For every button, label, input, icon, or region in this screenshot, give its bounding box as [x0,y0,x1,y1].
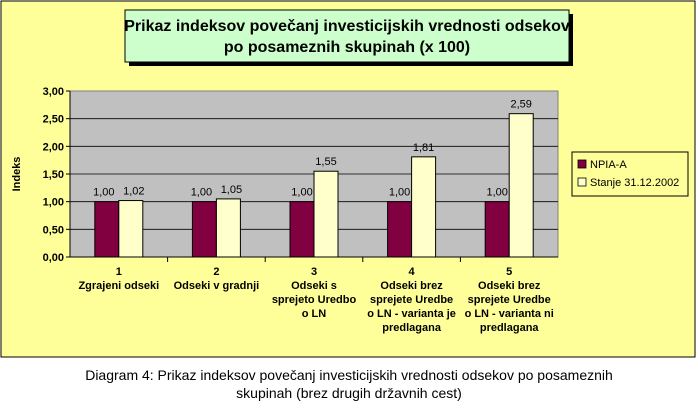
bar-stanje-1 [118,200,144,258]
legend-swatch-npia [577,159,587,169]
bar-stanje-5 [508,113,534,258]
data-label: 1,00 [93,187,114,199]
legend-box [571,151,689,197]
category-label: Zgrajeni odseki [78,280,159,292]
chart: Prikaz indeksov povečanj investicijskih … [0,0,696,358]
caption-line-1: Diagram 4: Prikaz indeksov povečanj inve… [85,367,613,383]
data-label: 1,00 [486,187,507,199]
title-box [124,9,570,63]
category-label: Odseki brez [478,280,541,292]
category-label: Odseki brez [380,280,443,292]
y-tick-label: 2,50 [43,114,64,126]
bar-npia-2 [191,201,217,258]
bar-npia-3 [289,201,315,258]
data-label: 1,00 [191,187,212,199]
category-label: 5 [506,266,512,278]
category-label: 1 [116,266,122,278]
data-label: 1,81 [413,142,434,154]
bar-npia-4 [387,201,413,258]
category-label: predlagana [382,322,442,334]
data-label: 1,02 [123,186,144,198]
category-label: Odseki s [291,280,337,292]
bar-stanje-3 [313,170,339,258]
category-label: sprejete Uredbe [370,294,453,306]
legend-swatch-stanje [577,177,587,187]
legend-label-stanje: Stanje 31.12.2002 [590,177,679,189]
y-tick-label: 0,50 [43,224,64,236]
data-label: 1,05 [221,184,242,196]
y-tick-label: 2,00 [43,141,64,153]
category-label: Odseki v gradnji [174,280,260,292]
chart-title-line-1: Prikaz indeksov povečanj investicijskih … [124,18,570,35]
category-label: sprejeto Uredbo [272,294,357,306]
legend-label-npia: NPIA-A [590,159,627,171]
y-tick-label: 3,00 [43,86,64,98]
data-label: 1,00 [291,187,312,199]
bar-npia-5 [484,201,510,258]
category-label: o LN - varianta ni [465,308,554,320]
data-labels: 1,00 1,02 1,00 1,05 1,00 1,55 1,00 1,81 1,00 2,59 [93,99,532,199]
y-axis-label: Indeks [11,157,23,192]
bars [94,113,534,258]
data-label: 2,59 [510,99,531,111]
figure-caption: Diagram 4: Prikaz indeksov povečanj inve… [0,366,698,402]
y-tick-label: 1,50 [43,169,64,181]
category-label: 3 [311,266,317,278]
y-tick-label: 1,00 [43,197,64,209]
category-label: predlagana [480,322,540,334]
category-label: sprejete Uredbe [468,294,551,306]
category-label: 4 [409,266,416,278]
legend: NPIA-A Stanje 31.12.2002 [571,151,689,197]
category-label: 2 [213,266,219,278]
category-label: o LN [302,308,326,320]
chart-title-line-2: po posameznih skupinah (x 100) [224,39,470,56]
category-labels: 1 Zgrajeni odseki 2 Odseki v gradnji 3 Odseki… [78,266,553,334]
category-label: o LN - varianta je [367,308,456,320]
bar-stanje-2 [215,198,241,258]
bar-npia-1 [94,201,120,258]
bar-stanje-4 [411,156,437,258]
y-tick-label: 0,00 [43,252,64,264]
data-label: 1,00 [389,187,410,199]
caption-line-2: skupinah (brez drugih državnih cest) [236,385,462,401]
data-label: 1,55 [315,156,336,168]
